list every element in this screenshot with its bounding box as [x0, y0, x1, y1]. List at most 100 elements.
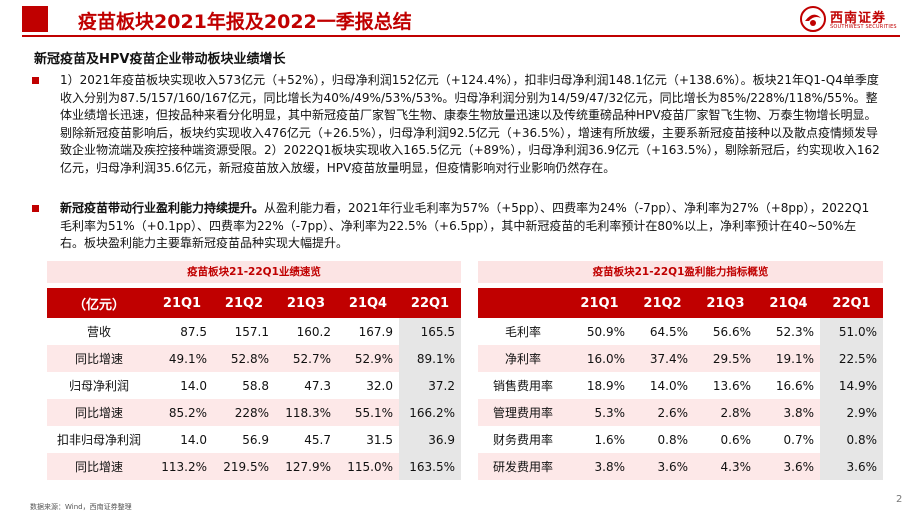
table-cell: 2.6% — [631, 399, 694, 426]
table-cell: 14.0 — [180, 378, 207, 393]
table-row: 扣非归母净利润 14.0 56.9 45.7 31.5 36.9 — [47, 426, 461, 453]
table-cell: 16.0% — [568, 345, 631, 372]
paragraph-lead: 新冠疫苗带动行业盈利能力持续提升。 — [60, 201, 265, 215]
table-row: 管理费用率 5.3% 2.6% 2.8% 3.8% 2.9% — [478, 399, 883, 426]
table-cell: 87.5 — [180, 324, 207, 339]
column-header: 21Q1 — [151, 288, 213, 318]
table-cell: 0.7% — [783, 432, 815, 447]
row-label: 归母净利润 — [68, 379, 129, 393]
table-cell: 37.2 — [399, 372, 461, 399]
row-label: 同比增速 — [47, 453, 151, 480]
table-cell: 0.6% — [720, 432, 752, 447]
table-row: 营收 87.5 157.1 160.2 167.9 165.5 — [47, 318, 461, 345]
table-cell: 3.6% — [820, 453, 883, 480]
bullet-marker — [32, 205, 39, 212]
table-cell: 113.2% — [151, 453, 213, 480]
table-row: 毛利率 50.9% 64.5% 56.6% 52.3% 51.0% — [478, 318, 883, 345]
page-title: 疫苗板块2021年报及2022一季报总结 — [78, 11, 412, 33]
column-header: 22Q1 — [399, 288, 461, 318]
table-row: 同比增速 85.2% 228% 118.3% 55.1% 166.2% — [47, 399, 461, 426]
table-cell: 4.3% — [694, 453, 757, 480]
table-row: 归母净利润 14.0 58.8 47.3 32.0 37.2 — [47, 372, 461, 399]
column-header: 21Q3 — [275, 288, 337, 318]
data-source: 数据来源：Wind，西南证券整理 — [30, 503, 132, 511]
table-cell: 14.0% — [649, 378, 688, 393]
table-header-row: 21Q1 21Q2 21Q3 21Q4 22Q1 — [478, 288, 883, 318]
table-cell: 18.9% — [586, 378, 625, 393]
paragraph-body: 从盈利能力看，2021年行业毛利率为57%（+5pp）、四费率为24%（-7pp… — [60, 201, 870, 251]
row-label: 扣非归母净利润 — [56, 433, 141, 447]
table-cell: 14.0 — [180, 432, 207, 447]
paragraph-summary: 1）2021年疫苗板块实现收入573亿元（+52%），归母净利润152亿元（+1… — [60, 73, 880, 175]
table-cell: 64.5% — [649, 324, 688, 339]
table-cell: 52.9% — [337, 345, 399, 372]
table-cell: 50.9% — [586, 324, 625, 339]
table-cell: 32.0 — [366, 378, 393, 393]
table-cell: 166.2% — [399, 399, 461, 426]
right-table: 21Q1 21Q2 21Q3 21Q4 22Q1 毛利率 50.9% 64.5% 56.6% 5… — [478, 288, 883, 480]
table-row: 同比增速 113.2% 219.5% 127.9% 115.0% 163.5% — [47, 453, 461, 480]
table-cell: 58.8 — [242, 378, 269, 393]
table-cell: 49.1% — [151, 345, 213, 372]
table-row: 研发费用率 3.8% 3.6% 4.3% 3.6% 3.6% — [478, 453, 883, 480]
table-cell: 157.1 — [234, 324, 269, 339]
table-cell: 37.4% — [631, 345, 694, 372]
table-row: 销售费用率 18.9% 14.0% 13.6% 16.6% 14.9% — [478, 372, 883, 399]
page-number: 2 — [896, 494, 903, 505]
table-cell: 22.5% — [820, 345, 883, 372]
table-cell: 3.6% — [631, 453, 694, 480]
table-cell: 55.1% — [337, 399, 399, 426]
table-row: 同比增速 49.1% 52.8% 52.7% 52.9% 89.1% — [47, 345, 461, 372]
table-cell: 52.8% — [213, 345, 275, 372]
table-cell: 85.2% — [151, 399, 213, 426]
logo-name: 西南证券 — [830, 11, 887, 26]
table-cell: 163.5% — [399, 453, 461, 480]
column-header — [478, 288, 568, 318]
table-cell: 228% — [213, 399, 275, 426]
table-cell: 0.8% — [820, 426, 883, 453]
column-header: （亿元） — [47, 288, 151, 318]
table-cell: 5.3% — [568, 399, 631, 426]
column-header: 21Q4 — [757, 288, 820, 318]
table-cell: 52.3% — [775, 324, 814, 339]
header-accent-square — [22, 6, 48, 32]
left-table-title-bar: 疫苗板块21-22Q1业绩速览 — [47, 261, 461, 283]
table-cell: 13.6% — [712, 378, 751, 393]
column-header: 21Q4 — [337, 288, 399, 318]
table-cell: 19.1% — [757, 345, 820, 372]
table-cell: 165.5 — [399, 318, 461, 345]
table-row: 财务费用率 1.6% 0.8% 0.6% 0.7% 0.8% — [478, 426, 883, 453]
column-header: 21Q1 — [568, 288, 631, 318]
table-cell: 127.9% — [275, 453, 337, 480]
logo-icon — [800, 6, 826, 32]
section-subtitle: 新冠疫苗及HPV疫苗企业带动板块业绩增长 — [34, 52, 286, 67]
column-header: 22Q1 — [820, 288, 883, 318]
bullet-marker — [32, 77, 39, 84]
table-cell: 36.9 — [399, 426, 461, 453]
table-cell: 52.7% — [275, 345, 337, 372]
table-cell: 31.5 — [366, 432, 393, 447]
table-cell: 3.8% — [757, 399, 820, 426]
table-cell: 51.0% — [820, 318, 883, 345]
table-header-row: （亿元） 21Q1 21Q2 21Q3 21Q4 22Q1 — [47, 288, 461, 318]
row-label: 研发费用率 — [478, 453, 568, 480]
table-cell: 118.3% — [275, 399, 337, 426]
table-cell: 167.9 — [358, 324, 393, 339]
table-cell: 47.3 — [304, 378, 331, 393]
table-row: 净利率 16.0% 37.4% 29.5% 19.1% 22.5% — [478, 345, 883, 372]
table-cell: 1.6% — [594, 432, 626, 447]
table-cell: 45.7 — [304, 432, 331, 447]
table-cell: 89.1% — [399, 345, 461, 372]
row-label: 同比增速 — [47, 345, 151, 372]
paragraph-profitability: 新冠疫苗带动行业盈利能力持续提升。从盈利能力看，2021年行业毛利率为57%（+… — [60, 200, 880, 253]
left-table-title: 疫苗板块21-22Q1业绩速览 — [187, 266, 321, 278]
row-label: 财务费用率 — [492, 433, 553, 447]
row-label: 毛利率 — [504, 325, 541, 339]
column-header: 21Q3 — [694, 288, 757, 318]
table-cell: 2.9% — [820, 399, 883, 426]
row-label: 净利率 — [478, 345, 568, 372]
table-cell: 56.9 — [242, 432, 269, 447]
column-header: 21Q2 — [213, 288, 275, 318]
row-label: 同比增速 — [47, 399, 151, 426]
right-table-title: 疫苗板块21-22Q1盈利能力指标概览 — [592, 266, 769, 278]
